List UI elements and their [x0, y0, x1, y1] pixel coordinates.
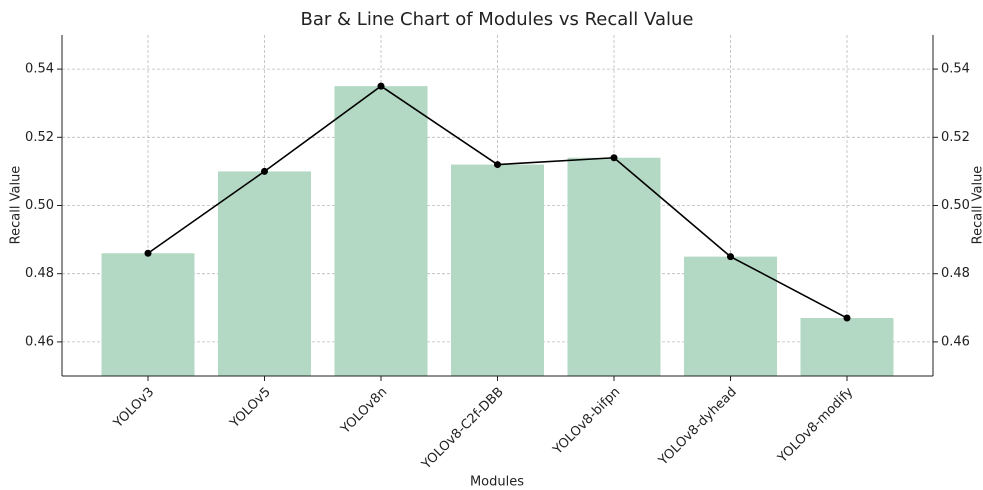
bar: [451, 164, 544, 376]
bar: [800, 318, 894, 376]
line-point: [610, 154, 618, 162]
bar: [567, 157, 661, 376]
x-tick-label: YOLOv5: [227, 385, 274, 432]
y2-tick-label: 0.50: [941, 198, 970, 213]
x-tick-label: YOLOv8-dyhead: [655, 385, 740, 470]
bar: [218, 171, 311, 376]
y2-tick-label: 0.54: [941, 62, 970, 77]
y-axis-label: Recall Value: [9, 166, 24, 245]
y-tick-label: 0.46: [25, 334, 54, 349]
line-point: [261, 167, 268, 175]
line-point: [144, 249, 152, 257]
y2-tick-label: 0.46: [941, 334, 970, 349]
x-tick-label: YOLOv8-C2f-DBB: [418, 385, 506, 473]
bar: [684, 256, 777, 376]
y2-axis-label: Recall Value: [971, 166, 983, 245]
x-tick-label: YOLOv3: [110, 385, 157, 432]
y2-tick-label: 0.48: [941, 266, 970, 281]
y-tick-label: 0.50: [25, 198, 54, 213]
line-point: [727, 253, 734, 261]
bar: [101, 253, 195, 376]
x-axis-label: Modules: [470, 475, 524, 490]
line-point: [377, 82, 385, 90]
bar: [334, 86, 428, 377]
x-tick-label: YOLOv8-modify: [775, 384, 857, 466]
x-tick-label: YOLOv8-bifpn: [550, 385, 624, 459]
x-tick-label: YOLOv8n: [337, 385, 390, 438]
line-point: [843, 314, 851, 322]
line-point: [494, 161, 501, 169]
chart-title: Bar & Line Chart of Modules vs Recall Va…: [301, 9, 694, 30]
y-tick-label: 0.48: [25, 266, 54, 281]
y-tick-label: 0.52: [25, 130, 54, 145]
y2-tick-label: 0.52: [941, 130, 970, 145]
y-tick-label: 0.54: [25, 62, 54, 77]
